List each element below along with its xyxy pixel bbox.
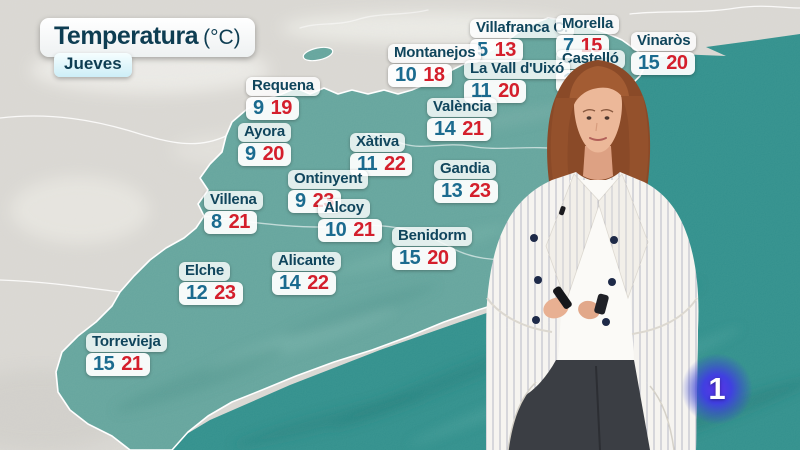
- city-name: Ontinyent: [288, 170, 369, 189]
- channel-number: 1: [708, 371, 726, 406]
- temp-min: 14: [279, 272, 301, 294]
- city-name: Xàtiva: [350, 133, 405, 152]
- city-temps: 8 21: [204, 211, 257, 234]
- city-name: Villafranca C.: [470, 19, 574, 38]
- temp-min: 9: [245, 143, 256, 165]
- temp-max: 20: [427, 247, 449, 269]
- city-label-ayora: Ayora 9 20: [238, 123, 291, 166]
- temp-min: 10: [395, 64, 417, 86]
- temp-min: 13: [441, 180, 463, 202]
- city-label-la-vall-duixo: La Vall d'Uixó 11 20: [464, 60, 571, 103]
- city-name: La Vall d'Uixó: [464, 60, 571, 79]
- day-badge: Jueves: [54, 53, 132, 77]
- temp-max: 20: [666, 52, 688, 74]
- city-temps: 15 20: [631, 52, 695, 75]
- city-label-villafranca: Villafranca C. 5 13: [470, 19, 574, 62]
- city-label-gandia: Gandia 13 23: [434, 160, 498, 203]
- title-unit: (°C): [203, 26, 241, 49]
- city-label-xativa: Xàtiva 11 22: [350, 133, 413, 176]
- temp-max: 23: [469, 180, 491, 202]
- title-text: Temperatura: [54, 22, 199, 50]
- city-name: Alcoy: [318, 199, 370, 218]
- city-label-alicante: Alicante 14 22: [272, 252, 341, 295]
- temp-max: 22: [307, 272, 329, 294]
- city-label-requena: Requena 9 19: [246, 77, 320, 120]
- temp-min: 9: [253, 97, 264, 119]
- city-name: Requena: [246, 77, 320, 96]
- city-name: València: [427, 98, 498, 117]
- city-label-valencia: València 14 21: [427, 98, 498, 141]
- city-name: Elche: [179, 262, 231, 281]
- city-name: Torrevieja: [86, 333, 167, 352]
- temp-min: 7: [563, 35, 574, 57]
- city-temps: 10 18: [388, 64, 452, 87]
- channel-logo: 1: [681, 353, 753, 425]
- temp-max: 13: [494, 39, 517, 61]
- temp-min: 11: [357, 153, 378, 175]
- city-temps: 11 20: [464, 80, 527, 103]
- temp-min: 9: [295, 190, 306, 212]
- temp-max: 21: [121, 353, 143, 375]
- temp-max: 20: [498, 80, 520, 102]
- city-name: Morella: [556, 15, 620, 34]
- city-name: Benidorm: [392, 227, 473, 246]
- temp-min: 15: [638, 52, 660, 74]
- temp-max: 21: [228, 211, 251, 233]
- temp-min: 5: [477, 39, 488, 61]
- city-label-montanejos: Montanejos 10 18: [388, 44, 482, 87]
- city-name: Gandia: [434, 160, 496, 179]
- city-temps: 15 21: [86, 353, 150, 376]
- city-name: Alicante: [272, 252, 341, 271]
- city-temps: 10 21: [318, 219, 382, 242]
- city-name: Villena: [204, 191, 263, 210]
- temp-max: 23: [214, 282, 236, 304]
- temp-max: 22: [384, 153, 406, 175]
- city-temps: 12 23: [179, 282, 243, 305]
- temp-min: 10: [325, 219, 347, 241]
- temp-min: 15: [93, 353, 115, 375]
- temp-min: 15: [399, 247, 421, 269]
- temp-max: 19: [270, 97, 293, 119]
- city-temps: 14 22: [272, 272, 336, 295]
- city-name: Vinaròs: [631, 32, 697, 51]
- city-label-torrevieja: Torrevieja 15 21: [86, 333, 167, 376]
- city-label-benidorm: Benidorm 15 20: [392, 227, 473, 270]
- city-label-vinaros: Vinaròs 15 20: [631, 32, 697, 75]
- temp-max: 21: [462, 118, 484, 140]
- city-temps: 5 13: [470, 39, 523, 62]
- city-temps: 14 21: [427, 118, 491, 141]
- temp-max: 18: [423, 64, 445, 86]
- temp-min: 14: [434, 118, 456, 140]
- temp-min: 11: [471, 80, 492, 102]
- city-temps: 15 20: [392, 247, 456, 270]
- map-title: Temperatura (°C): [40, 18, 255, 57]
- temp-max: 21: [353, 219, 375, 241]
- city-temps: 9 20: [238, 143, 291, 166]
- city-label-alcoy: Alcoy 10 21: [318, 199, 382, 242]
- city-label-villena: Villena 8 21: [204, 191, 263, 234]
- city-temps: 9 19: [246, 97, 299, 120]
- temp-min: 8: [211, 211, 222, 233]
- city-name: Montanejos: [388, 44, 482, 63]
- city-temps: 13 23: [434, 180, 498, 203]
- temp-max: 20: [262, 143, 285, 165]
- city-name: Ayora: [238, 123, 291, 142]
- city-label-elche: Elche 12 23: [179, 262, 243, 305]
- temp-min: 12: [186, 282, 208, 304]
